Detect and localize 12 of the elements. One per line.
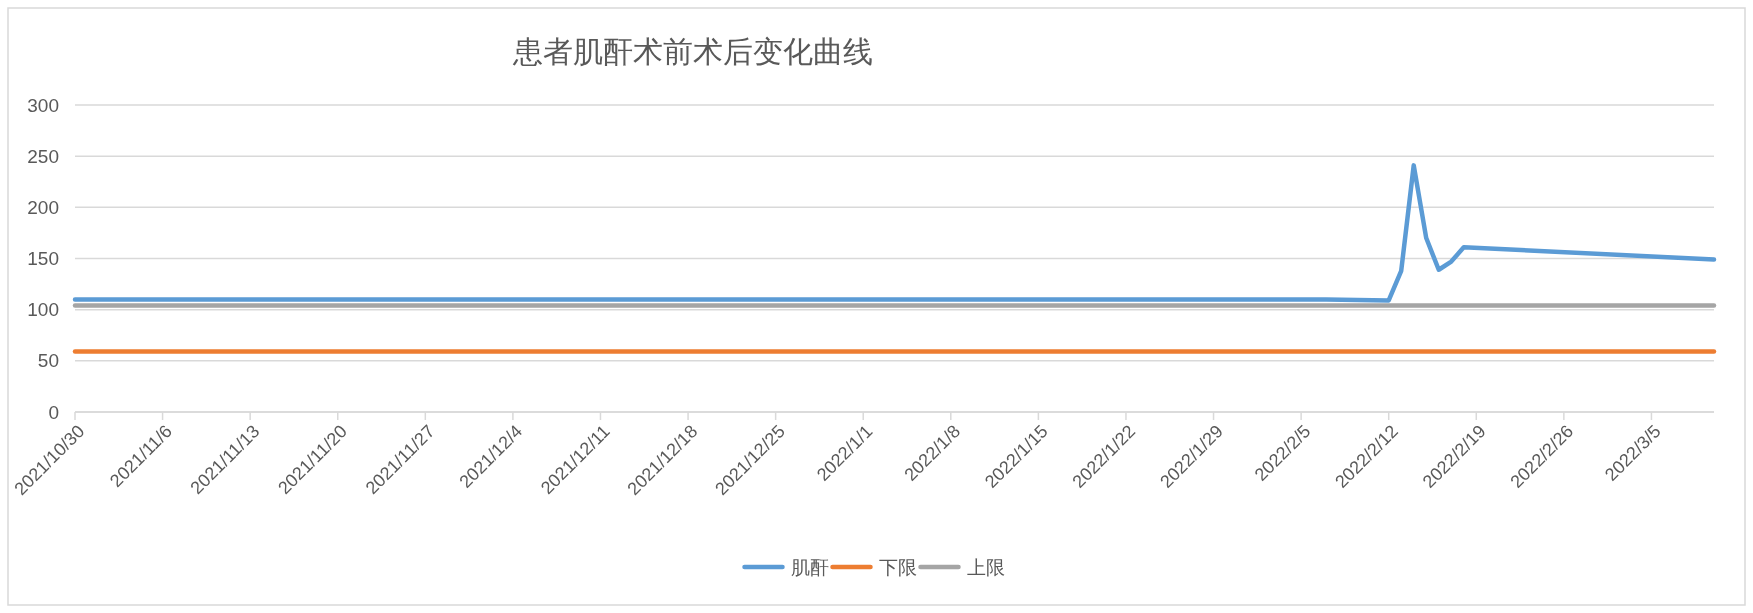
legend-label: 下限 <box>878 556 917 578</box>
y-tick-label: 50 <box>37 350 59 372</box>
y-tick-label: 150 <box>27 248 59 270</box>
chart-title: 患者肌酐术前术后变化曲线 <box>512 35 873 68</box>
y-tick-label: 100 <box>27 299 59 321</box>
y-tick-label: 0 <box>48 401 59 423</box>
legend-label: 上限 <box>966 556 1005 578</box>
y-tick-label: 250 <box>27 145 59 167</box>
legend-label: 肌酐 <box>790 556 829 578</box>
y-tick-label: 200 <box>27 196 59 218</box>
y-tick-label: 300 <box>27 94 59 116</box>
line-series <box>72 163 1717 303</box>
